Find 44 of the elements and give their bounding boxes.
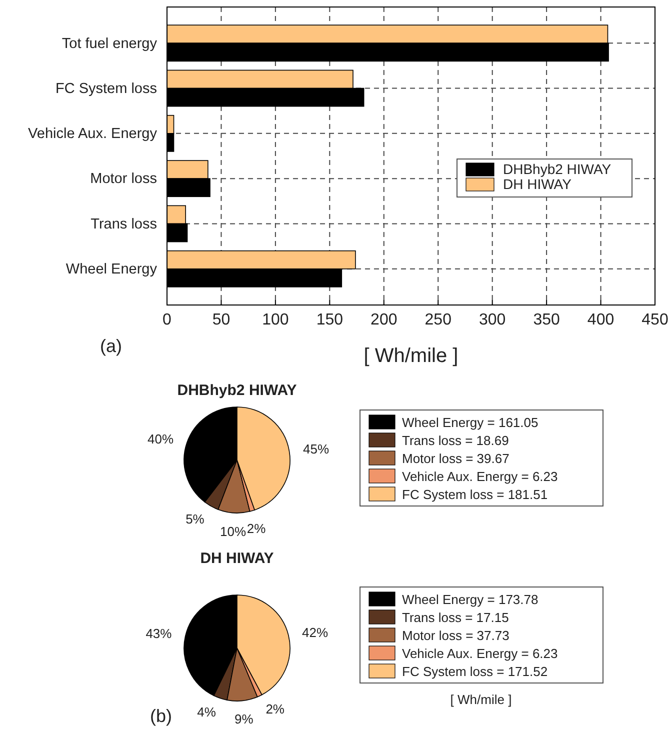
legend-label: Vehicle Aux. Energy = 6.23 (402, 469, 558, 484)
y-tick-label: Vehicle Aux. Energy (28, 126, 158, 142)
legend-label: Trans loss = 18.69 (402, 433, 509, 448)
data-label: 43% (146, 626, 172, 641)
x-axis-title: [ Wh/mile ] (364, 345, 458, 367)
legend-label: DH HIWAY (503, 176, 572, 192)
x-tick-label: 100 (262, 311, 289, 328)
data-label: 5% (186, 512, 205, 527)
x-tick-label: 400 (587, 311, 614, 328)
legend-label: Motor loss = 39.67 (402, 451, 510, 466)
y-tick-label: Trans loss (90, 216, 157, 232)
y-tick-label: Tot fuel energy (62, 36, 158, 52)
text: (a) (100, 336, 122, 356)
x-tick-label: 250 (424, 311, 452, 328)
legend-label: Trans loss = 17.15 (402, 610, 509, 625)
x-tick-label: 200 (370, 311, 398, 328)
data-label: 2% (246, 521, 266, 536)
data-label: 9% (234, 712, 254, 727)
x-tick-label: 0 (162, 311, 172, 328)
data-label: 2% (266, 702, 285, 717)
legend-label: Motor loss = 37.73 (402, 628, 510, 643)
legend-label: Wheel Energy = 161.05 (402, 415, 538, 430)
data-label: 10% (220, 524, 246, 539)
legend-label: Wheel Energy = 173.78 (402, 592, 538, 607)
chart-title: DH HIWAY (200, 550, 274, 567)
y-tick-label: Wheel Energy (66, 262, 158, 278)
x-tick-label: 450 (642, 311, 668, 328)
x-tick-label: 300 (478, 311, 506, 328)
legend-label: FC System loss = 171.52 (402, 664, 548, 679)
data-label: 40% (148, 431, 174, 446)
legend-label: Vehicle Aux. Energy = 6.23 (402, 646, 558, 661)
x-tick-label: 50 (212, 311, 230, 328)
data-label: 4% (197, 704, 216, 720)
x-tick-label: 350 (533, 311, 560, 328)
chart-title: DHBhyb2 HIWAY (177, 382, 297, 399)
x-tick-label: 150 (316, 311, 344, 328)
y-tick-label: FC System loss (55, 80, 157, 97)
y-tick-label: Motor loss (90, 171, 157, 188)
legend-label: FC System loss = 181.51 (402, 487, 548, 502)
data-label: 42% (302, 624, 328, 640)
data-label: 45% (303, 442, 330, 457)
text: [ Wh/mile ] (450, 692, 512, 707)
text: (b) (150, 706, 172, 726)
legend-label: DHBhyb2 HIWAY (503, 161, 612, 177)
